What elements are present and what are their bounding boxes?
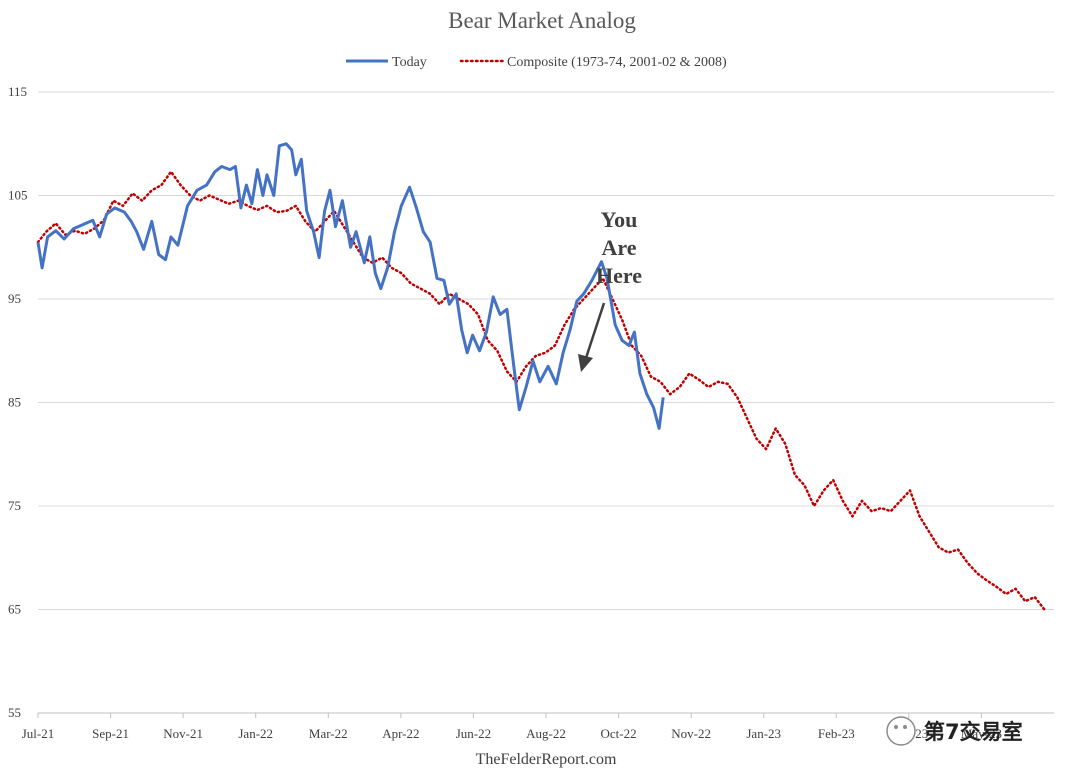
x-tick-label: Jun-22 xyxy=(456,726,491,741)
gridlines xyxy=(38,91,1054,610)
annotation-arrow-head xyxy=(578,354,593,372)
x-tick-label: Nov-22 xyxy=(671,726,711,741)
y-tick-label: 105 xyxy=(8,188,28,203)
you-are-here-annotation: You Are Here xyxy=(578,207,642,372)
y-tick-label: 75 xyxy=(8,498,21,513)
source-credit: TheFelderReport.com xyxy=(476,751,617,768)
wechat-logo-icon xyxy=(886,716,916,746)
chart-title: Bear Market Analog xyxy=(448,8,636,33)
x-tick-label: Jan-23 xyxy=(746,726,781,741)
y-tick-label: 95 xyxy=(8,291,21,306)
series-today-line xyxy=(36,142,665,430)
series-composite-line xyxy=(36,170,1046,611)
x-tick-label: Nov-21 xyxy=(163,726,203,741)
x-tick-label: Apr-22 xyxy=(382,726,419,741)
series-lines xyxy=(36,142,1046,611)
x-tick-label: Sep-21 xyxy=(92,726,129,741)
x-tick-label: May-23 xyxy=(961,726,1002,741)
wechat-logo-eye-left xyxy=(894,725,898,729)
x-tick-label: Jan-22 xyxy=(238,726,273,741)
x-tick-label: Mar-22 xyxy=(309,726,348,741)
x-tick-label: Aug-22 xyxy=(526,726,566,741)
y-tick-label: 115 xyxy=(8,84,27,99)
legend-composite-label: Composite (1973-74, 2001-02 & 2008) xyxy=(507,55,727,70)
x-tick-label: Oct-22 xyxy=(601,726,637,741)
x-tick-label: Feb-23 xyxy=(818,726,855,741)
annotation-here: Here xyxy=(596,263,642,288)
y-tick-label: 85 xyxy=(8,395,21,410)
wechat-logo-eye-right xyxy=(903,725,907,729)
watermark: 第7交易室 xyxy=(886,716,1023,746)
watermark-text: 第7交易室 xyxy=(924,720,1023,744)
x-tick-label: Jul-21 xyxy=(22,726,55,741)
y-tick-label: 65 xyxy=(8,602,21,617)
annotation-are: Are xyxy=(601,235,636,260)
y-tick-label: 55 xyxy=(8,705,21,720)
annotation-you: You xyxy=(601,207,638,232)
legend-today-label: Today xyxy=(392,55,427,70)
y-axis-ticks: 55 65 75 85 95 105 115 xyxy=(8,84,28,720)
legend: Today Composite (1973-74, 2001-02 & 2008… xyxy=(346,55,727,70)
x-axis-ticks: Jul-21 Sep-21 Nov-21 Jan-22 Mar-22 Apr-22 Jun-… xyxy=(22,713,1002,741)
annotation-arrow-shaft xyxy=(584,302,606,359)
